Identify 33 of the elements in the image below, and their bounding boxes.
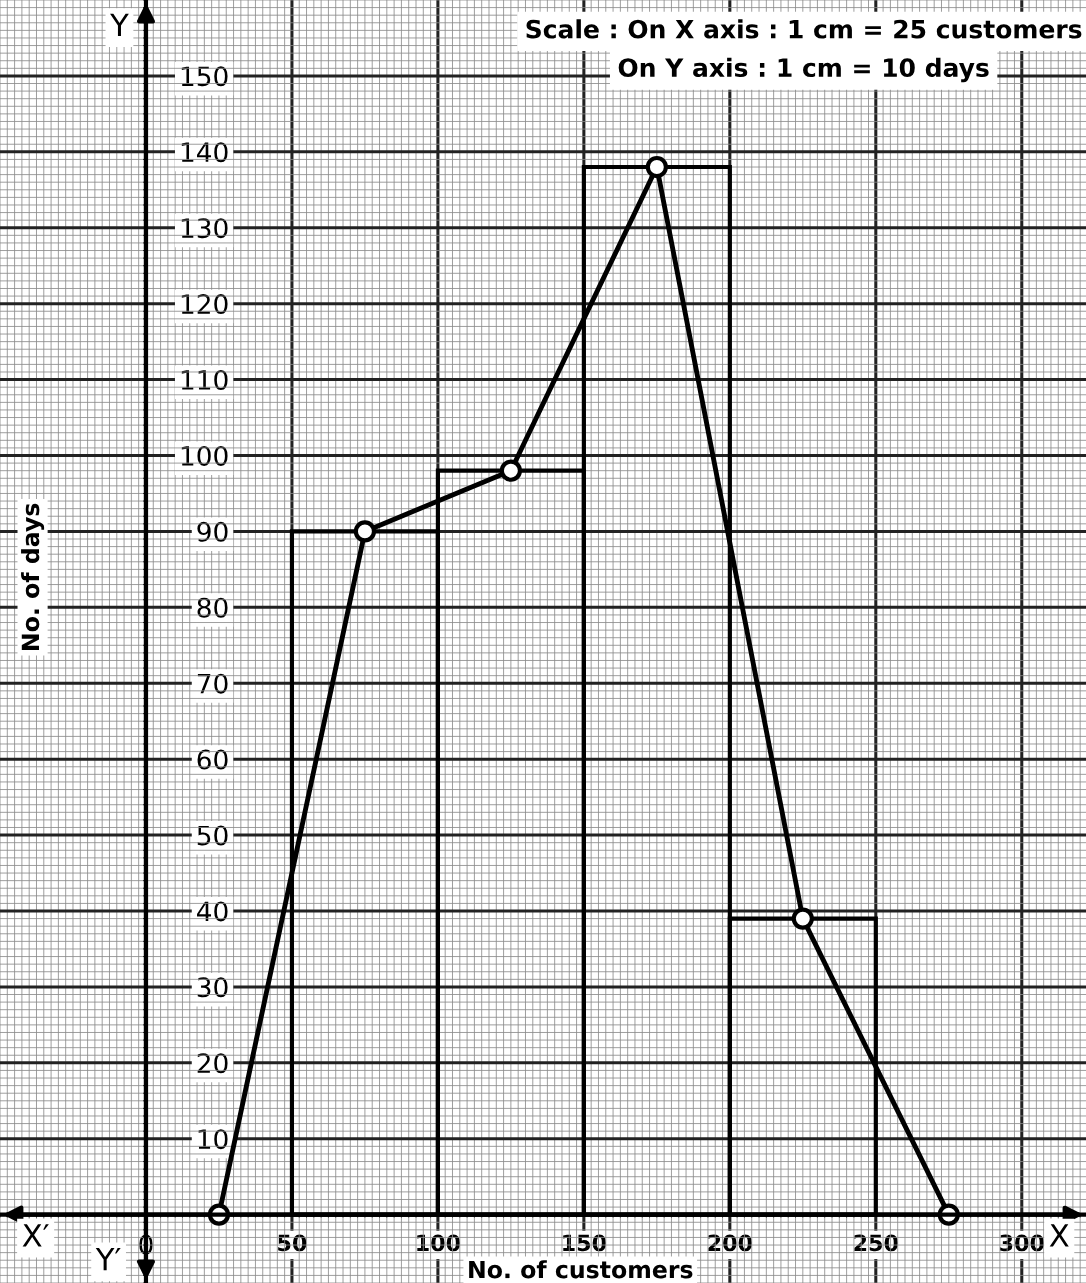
point — [791, 907, 814, 930]
annotation: Y — [110, 13, 129, 37]
y-tick-label: 70 — [197, 673, 228, 694]
point — [499, 459, 523, 482]
annotation: Scale : On X axis : 1 cm = 25 customers — [526, 19, 1082, 39]
point — [645, 155, 668, 179]
annotation: X′ — [22, 1224, 49, 1247]
annotation: Y′ — [95, 1247, 121, 1271]
y-tick-label: 20 — [197, 1053, 228, 1074]
y-axis-title: No. of days — [21, 503, 45, 650]
y-tick-label: 80 — [197, 597, 228, 618]
y-tick-label: 120 — [181, 294, 228, 315]
y-tick-label: 90 — [197, 521, 228, 542]
y-tick-label: 150 — [181, 66, 228, 87]
y-tick-label: 100 — [181, 445, 228, 466]
x-tick-label: 150 — [563, 1234, 606, 1252]
x-tick-label: 200 — [708, 1234, 752, 1252]
x-axis-title: No. of customers — [469, 1260, 693, 1279]
x-tick-label: 50 — [278, 1234, 307, 1252]
y-tick-label: 10 — [198, 1129, 228, 1150]
y-tick-label: 40 — [197, 901, 228, 922]
y-tick-label: 130 — [181, 218, 228, 239]
annotation: X — [1049, 1224, 1069, 1247]
x-tick-label: 300 — [1000, 1234, 1044, 1252]
y-tick-label: 110 — [181, 370, 228, 390]
x-tick-label: 250 — [854, 1234, 898, 1252]
point — [353, 520, 377, 543]
annotation: On Y axis : 1 cm = 10 days — [618, 57, 989, 83]
y-tick-label: 30 — [197, 977, 228, 998]
x-tick-label: 100 — [417, 1234, 461, 1252]
y-tick-label: 140 — [181, 142, 228, 163]
y-tick-label: 50 — [197, 825, 228, 846]
y-tick-label: 60 — [197, 749, 228, 770]
